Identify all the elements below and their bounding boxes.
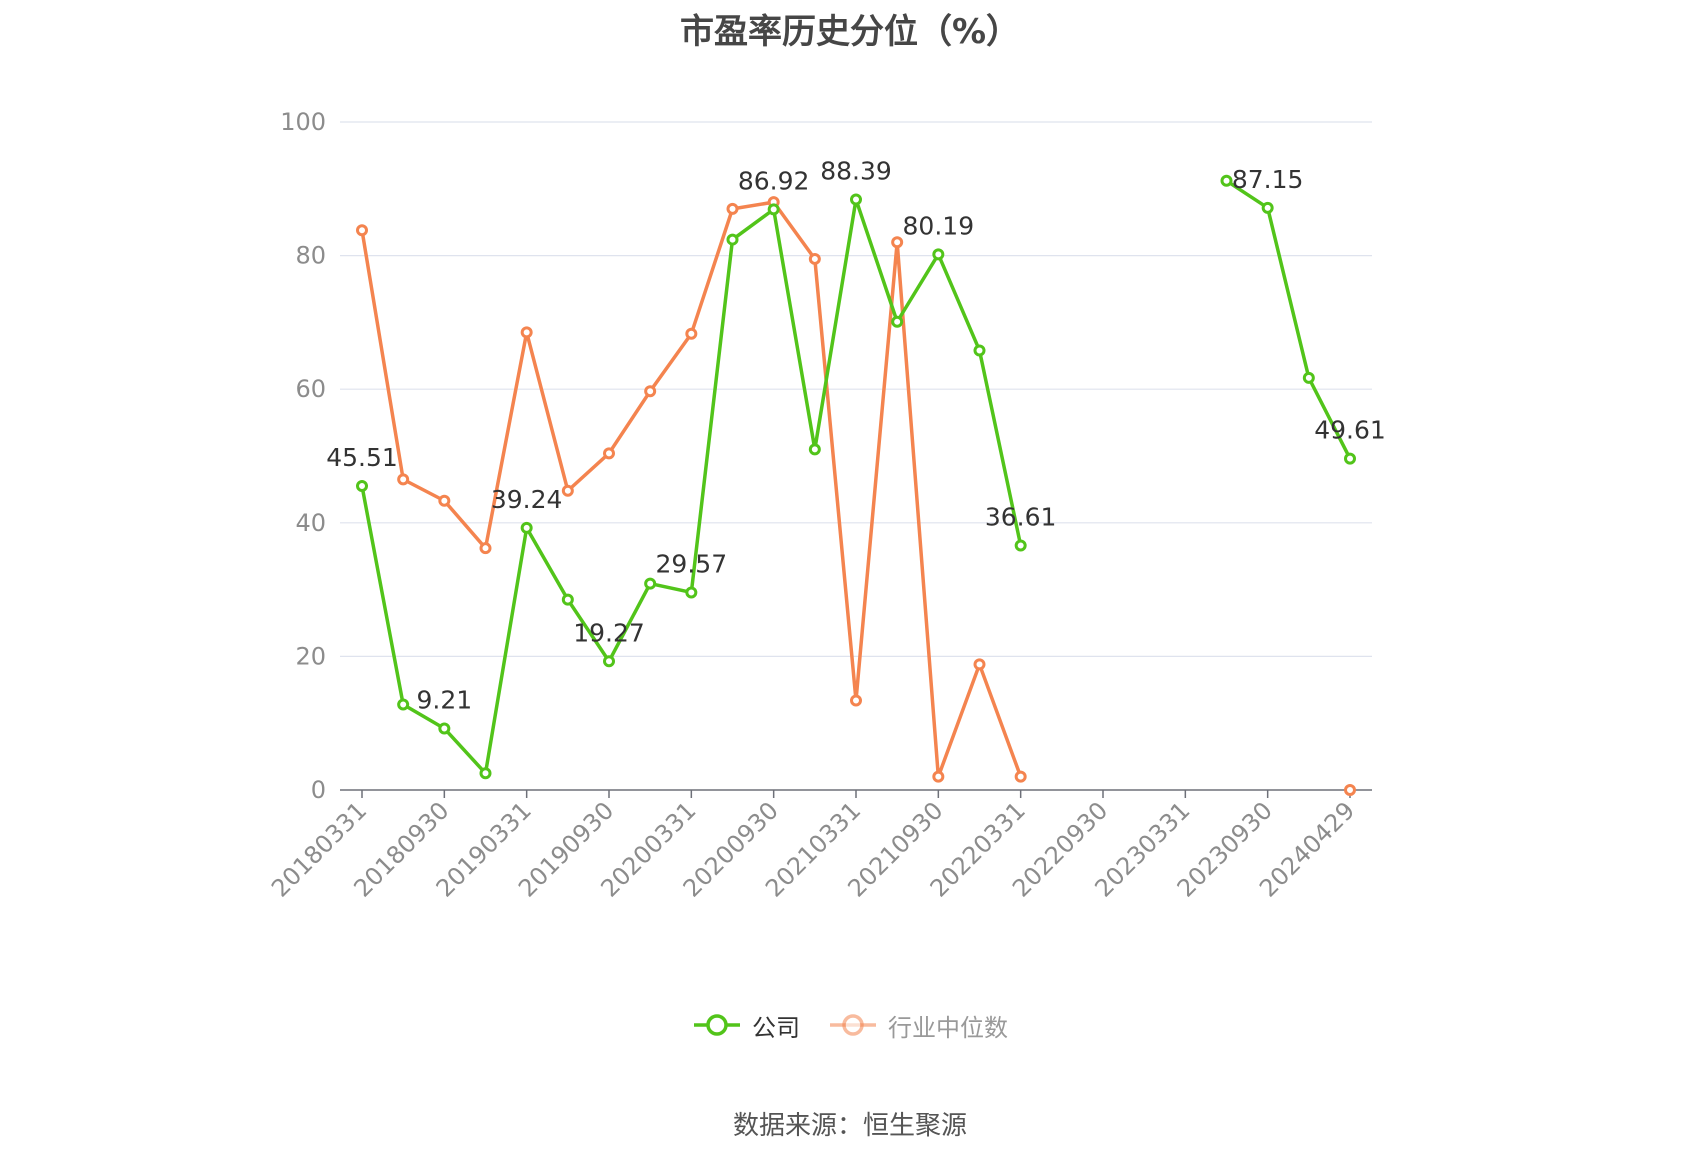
data-point [1344, 784, 1356, 796]
data-label: 80.19 [903, 211, 975, 240]
data-point [520, 326, 533, 339]
legend-label: 公司 [752, 1013, 800, 1042]
data-point [479, 767, 492, 780]
data-point [397, 698, 410, 711]
data-point [850, 193, 862, 206]
data-point [479, 542, 492, 555]
x-axis: 2018033120180930201903312019093020200331… [266, 789, 1372, 903]
data-point [891, 236, 904, 249]
data-point [726, 202, 739, 215]
grid-lines [340, 121, 1372, 658]
data-label: 88.39 [820, 157, 892, 186]
data-label: 45.51 [326, 443, 398, 472]
data-point [685, 586, 698, 599]
data-label: 29.57 [656, 549, 728, 578]
data-point [520, 521, 533, 534]
data-point [397, 473, 410, 486]
data-label: 36.61 [985, 502, 1057, 531]
data-label: 39.24 [491, 485, 563, 514]
data-point [603, 447, 615, 460]
data-point [808, 252, 821, 265]
data-point [932, 248, 945, 261]
y-axis: 0 20 40 60 80 100 [280, 108, 326, 804]
data-label: 19.27 [573, 618, 645, 647]
data-point [438, 722, 451, 735]
data-point [1014, 539, 1027, 552]
data-point [644, 577, 657, 590]
data-point [1344, 452, 1356, 465]
legend: 公司 行业中位数 [0, 1005, 1700, 1045]
data-point [973, 658, 986, 671]
y-tick-label: 40 [295, 509, 326, 537]
data-point [932, 770, 945, 783]
y-tick-label: 80 [295, 242, 326, 270]
data-point [356, 224, 368, 237]
data-point [1261, 201, 1274, 214]
data-point [850, 694, 862, 707]
data-point [767, 203, 780, 216]
series-line [1225, 179, 1352, 460]
data-point [644, 385, 657, 398]
legend-item-industry-median[interactable]: 行业中位数 [828, 1008, 1008, 1043]
data-point [891, 315, 904, 328]
source-note: 数据来源：恒生聚源 [732, 1111, 967, 1141]
data-labels: 45.51 9.21 39.24 19.27 29.57 86.92 88.39 80.19 3… [326, 157, 1386, 715]
data-point [561, 484, 574, 497]
legend-item-company[interactable]: 公司 [692, 1008, 800, 1043]
y-tick-label: 100 [280, 108, 326, 136]
data-point [561, 593, 574, 606]
data-point [356, 479, 368, 492]
data-point [438, 494, 451, 507]
data-point [603, 655, 615, 668]
y-tick-label: 0 [311, 776, 326, 804]
series-layer [356, 174, 1356, 796]
legend-label: 行业中位数 [888, 1013, 1008, 1042]
data-point [1302, 371, 1315, 384]
legend-swatch-icon [694, 1014, 740, 1036]
legend-swatch-icon [830, 1014, 876, 1036]
data-point [726, 233, 739, 246]
data-label: 9.21 [416, 685, 472, 714]
y-tick-label: 20 [295, 642, 326, 670]
data-label: 86.92 [738, 166, 810, 195]
y-tick-label: 60 [295, 375, 326, 403]
data-point [1220, 174, 1233, 187]
data-point [1014, 770, 1027, 783]
series-company [356, 174, 1356, 780]
data-point [685, 327, 698, 340]
data-point [808, 443, 821, 456]
chart-title: 市盈率历史分位（%） [679, 12, 1021, 52]
data-label: 87.15 [1232, 165, 1304, 194]
data-label: 49.61 [1314, 416, 1386, 445]
data-point [973, 344, 986, 357]
